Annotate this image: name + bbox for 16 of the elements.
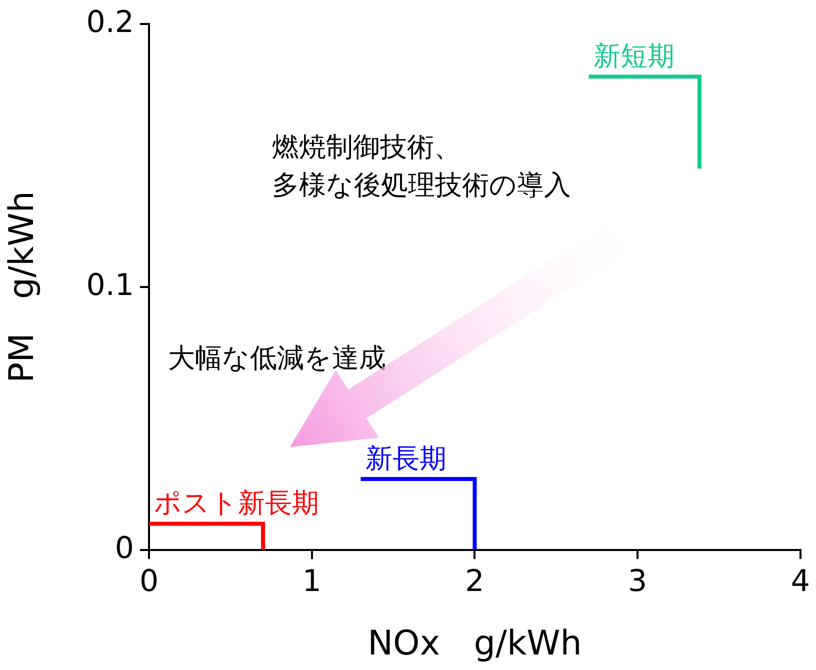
- x-axis-title: NOx g/kWh: [368, 623, 582, 664]
- annotation: 多様な後処理技術の導入: [272, 170, 571, 201]
- series-label: 新短期: [594, 41, 675, 72]
- x-tick-label: 1: [302, 564, 322, 599]
- x-tick-label: 2: [465, 564, 484, 599]
- y-tick-label: 0.1: [86, 268, 134, 303]
- x-tick-label: 3: [628, 564, 648, 599]
- y-axis-title: PM g/kWh: [2, 191, 42, 383]
- series-label: ポスト新長期: [154, 488, 319, 520]
- annotation: 大幅な低減を達成: [168, 343, 386, 374]
- series-label: 新長期: [366, 444, 447, 475]
- x-tick-label: 4: [790, 564, 810, 599]
- x-tick-label: 0: [139, 564, 159, 599]
- y-tick-label: 0: [114, 530, 134, 566]
- y-tick-label: 0.2: [86, 4, 134, 40]
- annotation: 燃焼制御技術、: [272, 132, 461, 163]
